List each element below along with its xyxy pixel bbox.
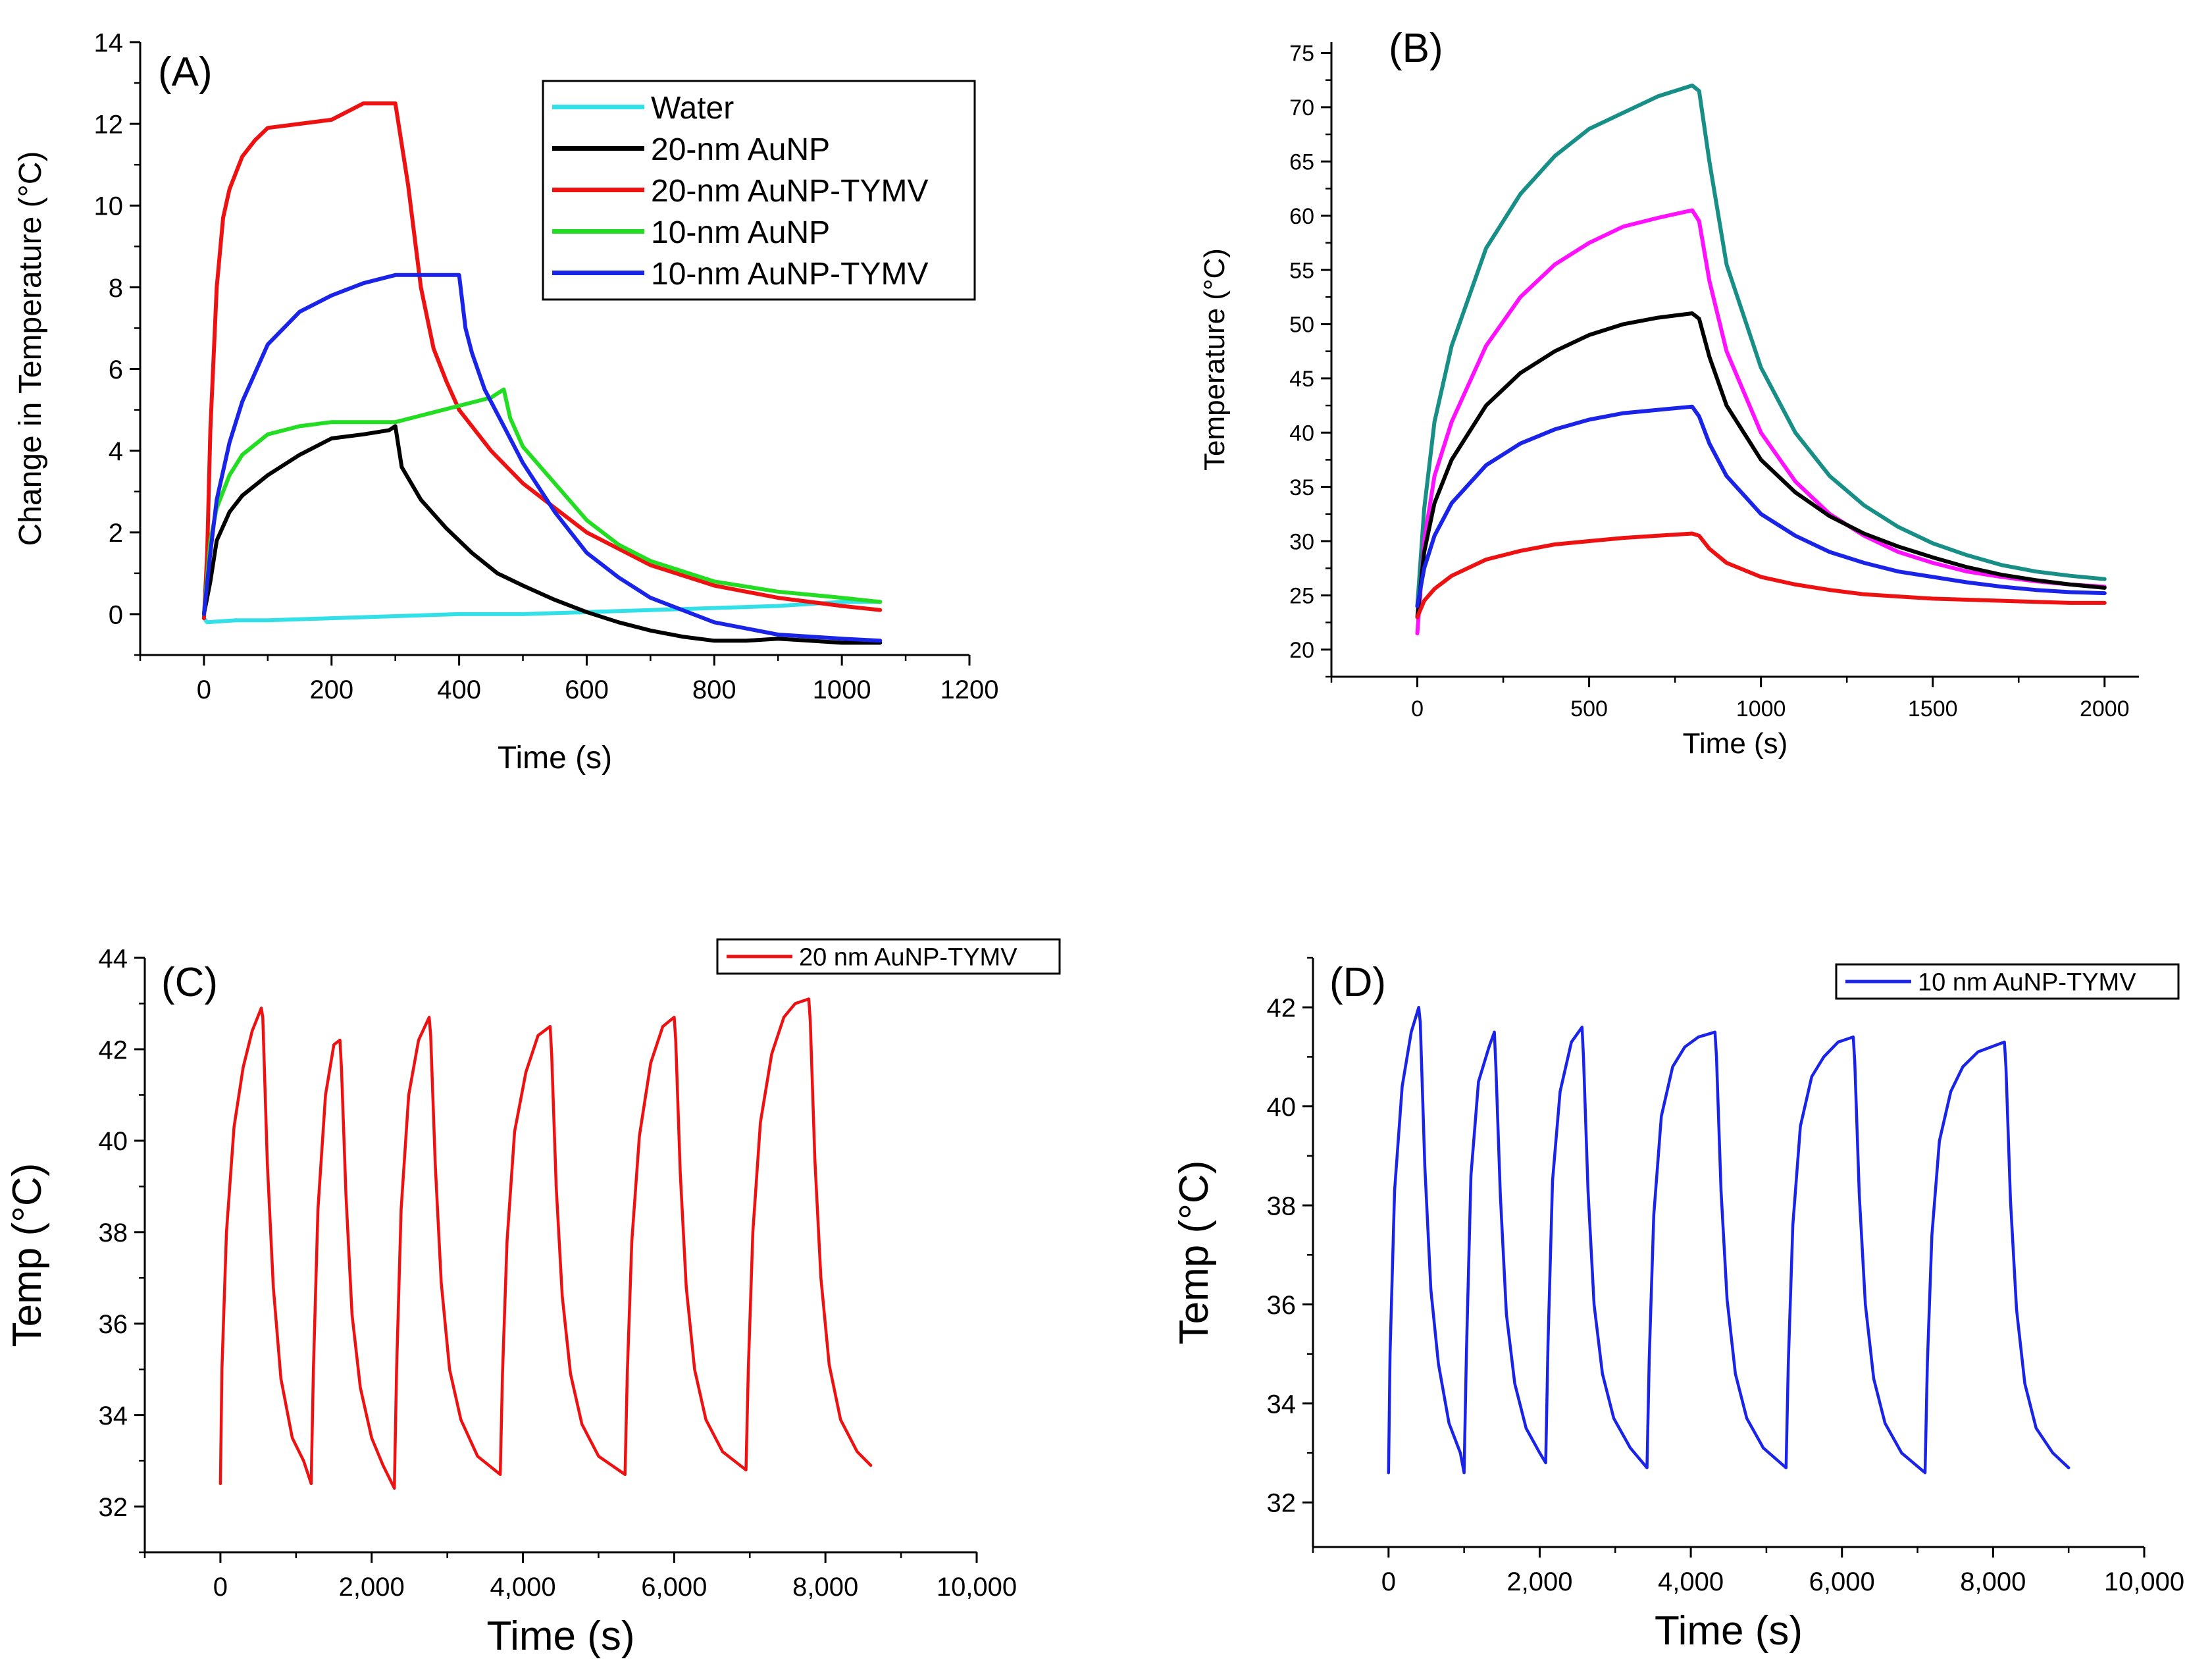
y-axis-label: Temperature (°C) <box>1198 248 1231 471</box>
y-tick-label: 50 <box>1289 313 1314 338</box>
x-axis-label: Time (s) <box>498 741 612 775</box>
series-line-10-nm-aunp <box>201 387 883 616</box>
legend-entry: Water <box>651 91 734 126</box>
y-tick-label: 30 <box>1289 529 1314 554</box>
x-tick-label: 10,000 <box>2104 1567 2184 1596</box>
y-tick-label: 25 <box>1289 584 1314 609</box>
y-tick-label: 32 <box>1267 1489 1297 1518</box>
legend-entry: 10-nm AuNP <box>651 215 830 250</box>
y-tick-label: 35 <box>1289 475 1314 500</box>
panel-a-line-chart: 0 200 400 600 800 1000 1200 0 2 4 6 8 10 12 14 Time (s)… <box>13 28 998 775</box>
y-tick-label: 40 <box>99 1127 128 1156</box>
panel-label: (A) <box>158 49 213 95</box>
panel-label: (C) <box>161 960 218 1005</box>
series-line-red <box>1415 531 2107 619</box>
x-tick-label: 1000 <box>1736 696 1786 721</box>
legend-entry: 10-nm AuNP-TYMV <box>651 257 928 292</box>
y-axis-label: Change in Temperature (°C) <box>13 151 48 546</box>
x-tick-label: 2000 <box>2080 696 2130 721</box>
x-tick-label: 6,000 <box>641 1573 707 1602</box>
y-tick-label: 38 <box>99 1219 128 1247</box>
series-line-20-nm-aunp-tymv <box>201 101 883 621</box>
y-tick-label: 12 <box>94 111 124 140</box>
y-tick-label: 34 <box>99 1402 128 1430</box>
y-tick-label: 42 <box>1267 994 1297 1023</box>
x-tick-label: 2,000 <box>1506 1567 1572 1596</box>
y-tick-label: 70 <box>1289 95 1314 120</box>
x-tick-label: 1500 <box>1908 696 1958 721</box>
x-tick-label: 0 <box>1411 696 1424 721</box>
legend-entry: 20-nm AuNP <box>651 132 830 167</box>
y-axis-label: Temp (°C) <box>5 1163 50 1348</box>
x-tick-label: 400 <box>437 675 481 704</box>
y-tick-label: 0 <box>109 600 123 629</box>
y-tick-label: 2 <box>109 519 123 548</box>
series-line-black <box>1415 311 2107 619</box>
legend-entry: 20-nm AuNP-TYMV <box>651 174 928 209</box>
x-tick-label: 8,000 <box>1960 1567 2026 1596</box>
y-tick-label: 40 <box>1289 421 1314 446</box>
y-tick-label: 60 <box>1289 204 1314 229</box>
y-tick-label: 32 <box>99 1493 128 1522</box>
legend-entry: 20 nm AuNP-TYMV <box>799 944 1017 972</box>
panel-d-line-chart: 0 2,000 4,000 6,000 8,000 10,000 32 34 36 38 40 42 T… <box>1171 957 2184 1654</box>
x-tick-label: 10,000 <box>937 1573 1017 1602</box>
y-tick-label: 10 <box>94 192 124 221</box>
y-tick-label: 45 <box>1289 367 1314 392</box>
series-line-water <box>201 600 883 625</box>
series-line-20-nm-aunp <box>201 424 883 645</box>
x-tick-label: 800 <box>692 675 736 704</box>
x-tick-label: 0 <box>213 1573 228 1602</box>
y-tick-label: 40 <box>1267 1093 1297 1122</box>
y-tick-label: 6 <box>109 355 123 384</box>
panel-label: (D) <box>1329 960 1386 1005</box>
y-tick-label: 36 <box>99 1310 128 1339</box>
x-tick-label: 1200 <box>940 675 999 704</box>
series-line-magenta <box>1415 208 2107 636</box>
y-tick-label: 14 <box>94 28 124 57</box>
y-axis-label: Temp (°C) <box>1171 1161 1217 1345</box>
x-axis-label: Time (s) <box>1683 727 1788 760</box>
x-axis-label: Time (s) <box>487 1613 635 1659</box>
panel-c-line-chart: 0 2,000 4,000 6,000 8,000 10,000 32 34 36 38 40 42 4… <box>5 938 1061 1659</box>
y-tick-label: 38 <box>1267 1192 1297 1220</box>
x-tick-label: 600 <box>565 675 609 704</box>
x-tick-label: 4,000 <box>490 1573 555 1602</box>
series-line-10-nm-aunp-tymv <box>201 273 883 643</box>
x-tick-label: 1000 <box>813 675 871 704</box>
x-tick-label: 200 <box>309 675 353 704</box>
y-tick-label: 55 <box>1289 258 1314 283</box>
x-tick-label: 6,000 <box>1809 1567 1875 1596</box>
y-tick-label: 42 <box>99 1036 128 1064</box>
legend-entry: 10 nm AuNP-TYMV <box>1918 969 2136 997</box>
y-tick-label: 36 <box>1267 1291 1297 1320</box>
y-tick-label: 4 <box>109 437 123 466</box>
x-axis-label: Time (s) <box>1655 1608 1803 1654</box>
y-tick-label: 65 <box>1289 150 1314 175</box>
x-tick-label: 500 <box>1570 696 1608 721</box>
panel-b-line-chart: 0 500 1000 1500 2000 20 25 30 35 40 45 50 55 60 65 70 75… <box>1198 26 2139 760</box>
y-tick-label: 44 <box>99 944 128 973</box>
y-tick-label: 20 <box>1289 638 1314 663</box>
y-tick-label: 75 <box>1289 41 1314 66</box>
series-line-20-nm-aunp-tymv <box>219 997 873 1490</box>
series-line-blue <box>1415 404 2107 608</box>
y-tick-label: 8 <box>109 274 123 303</box>
x-tick-label: 4,000 <box>1658 1567 1724 1596</box>
series-line-teal <box>1415 83 2107 608</box>
x-tick-label: 0 <box>1381 1567 1396 1596</box>
x-tick-label: 2,000 <box>339 1573 405 1602</box>
x-tick-label: 0 <box>197 675 211 704</box>
panel-label: (B) <box>1389 26 1443 71</box>
series-line-10-nm-aunp-tymv <box>1387 1005 2071 1475</box>
x-tick-label: 8,000 <box>792 1573 858 1602</box>
y-tick-label: 34 <box>1267 1390 1297 1419</box>
